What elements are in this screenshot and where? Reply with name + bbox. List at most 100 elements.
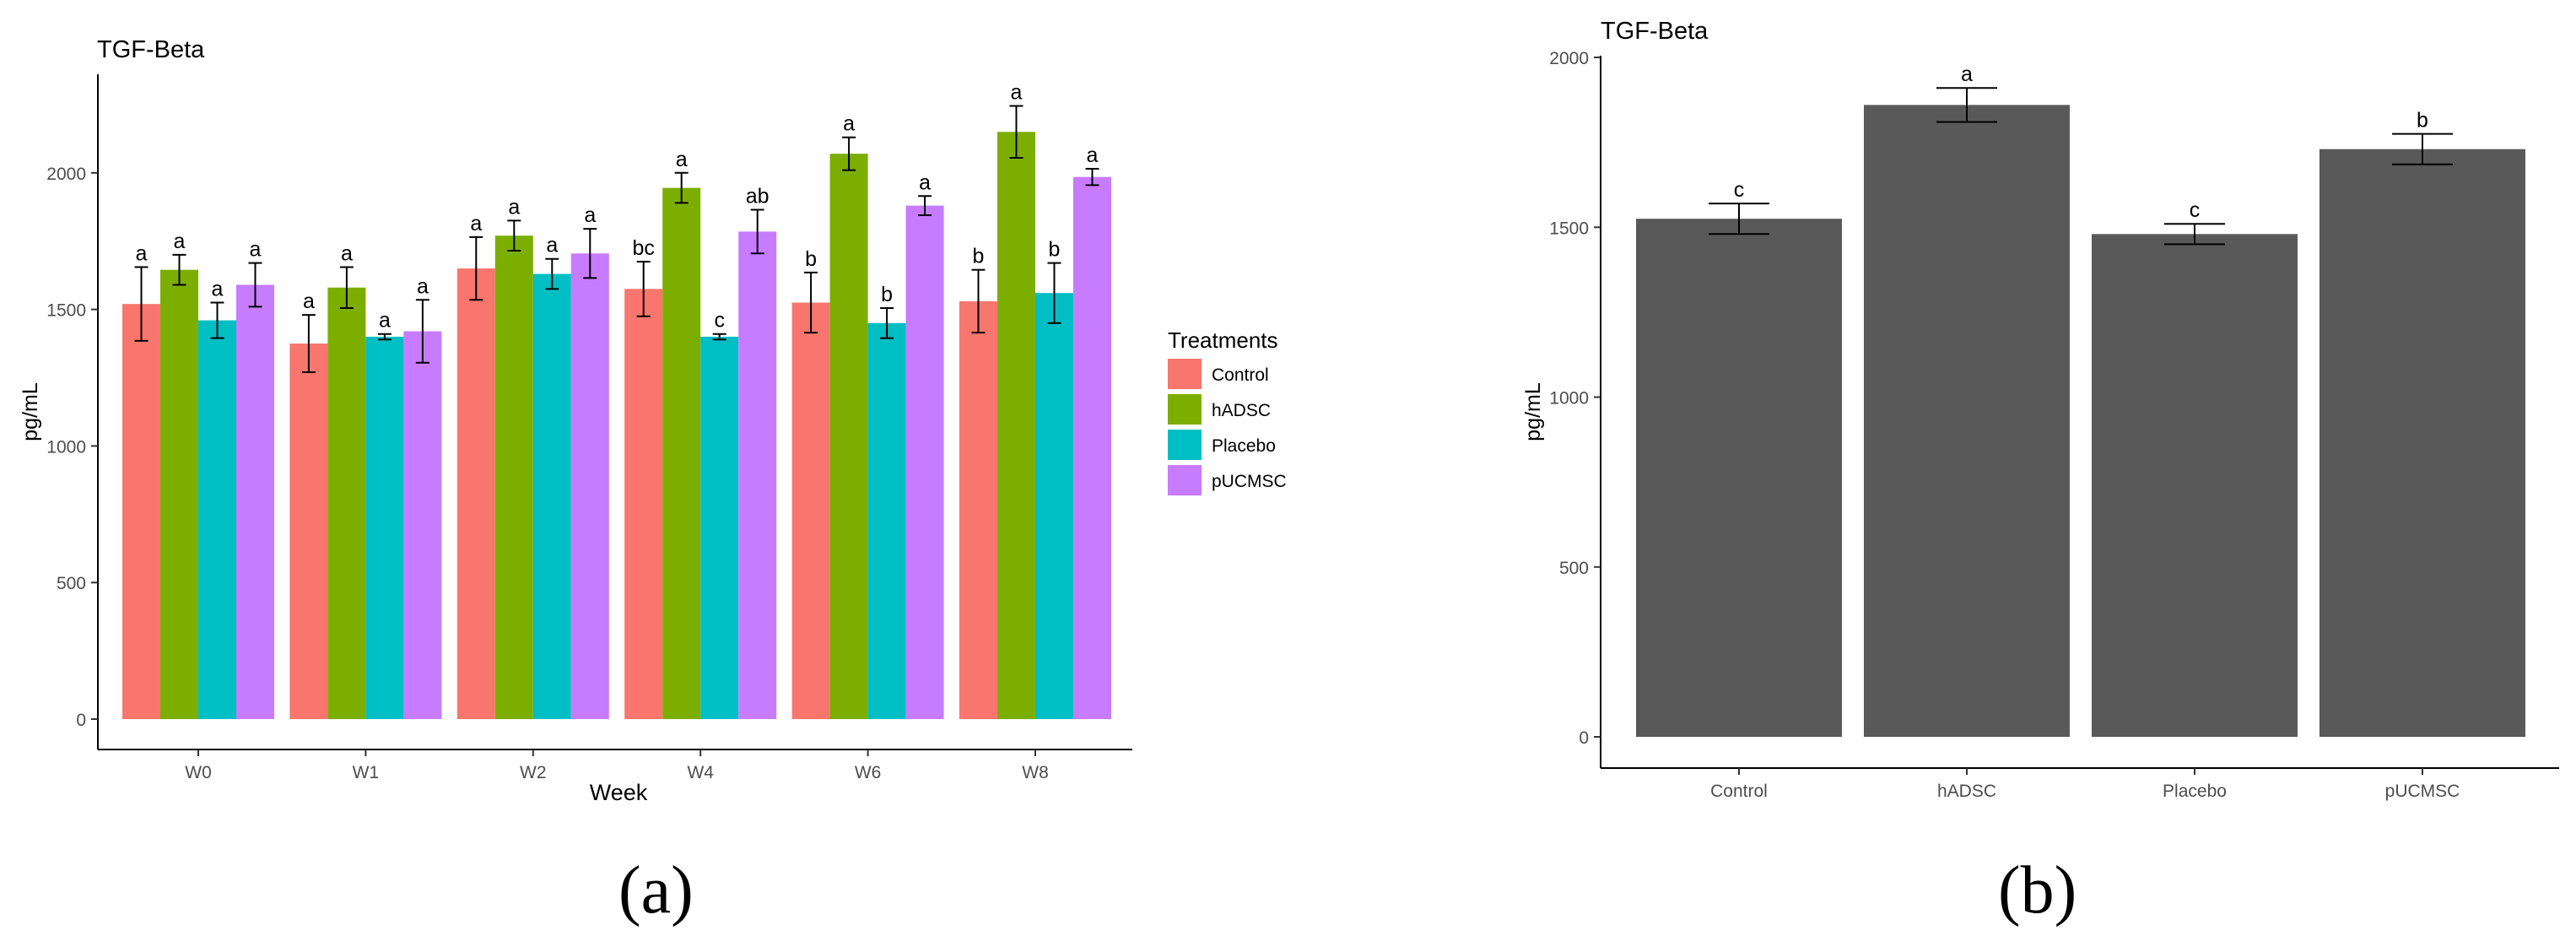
x-tick-label: W4: [687, 763, 714, 782]
bar: [570, 253, 609, 720]
significance-label: c: [714, 309, 725, 333]
bar: [662, 187, 701, 719]
x-tick-label: W2: [520, 763, 547, 782]
significance-label: a: [303, 290, 315, 313]
bar: [1073, 176, 1111, 720]
chart-a-bars: [122, 132, 1111, 720]
significance-label: bc: [632, 236, 654, 260]
bar: [624, 289, 663, 719]
bar: [738, 231, 777, 719]
bar: [160, 269, 198, 720]
legend-swatch: [1168, 359, 1202, 389]
chart-b-x-ticks: Control hADSC Placebo pUCMSC: [1710, 768, 2460, 801]
y-tick-label: 1000: [46, 437, 86, 457]
y-tick-label: 1500: [1549, 219, 1589, 238]
significance-label: a: [676, 148, 688, 171]
legend-swatch: [1168, 394, 1202, 425]
chart-a-title: TGF-Beta: [97, 36, 205, 63]
y-tick-label: 500: [57, 574, 86, 593]
legend-item-label: Control: [1212, 365, 1269, 385]
significance-label: b: [805, 247, 817, 271]
y-tick-label: 1000: [1549, 389, 1589, 409]
panel-label-b: (b): [1998, 853, 2077, 928]
chart-b: TGF-Beta pg/mL 0 500 1000 1500 2000 Control h…: [1521, 18, 2559, 801]
x-tick-label: Control: [1710, 782, 1768, 801]
significance-label: a: [843, 112, 855, 136]
significance-label: a: [1961, 62, 1973, 86]
bar: [1636, 219, 1842, 737]
bar: [829, 154, 868, 719]
chart-a-x-label: Week: [590, 780, 648, 805]
legend-item-label: hADSC: [1212, 401, 1271, 420]
y-tick-label: 2000: [46, 165, 86, 184]
chart-b-title: TGF-Beta: [1601, 18, 1709, 45]
x-tick-label: hADSC: [1937, 782, 1996, 801]
bar: [327, 287, 366, 719]
significance-label: b: [1049, 238, 1061, 262]
bar: [365, 336, 404, 719]
significance-label: a: [584, 203, 596, 227]
bar: [289, 344, 328, 719]
bar: [2092, 234, 2298, 737]
bar: [494, 235, 533, 719]
significance-label: a: [174, 230, 186, 253]
bar: [700, 336, 739, 719]
significance-label: a: [417, 274, 429, 298]
legend-swatch: [1168, 465, 1202, 495]
significance-label: a: [470, 212, 482, 235]
significance-label: c: [1734, 178, 1745, 202]
significance-label: a: [136, 241, 148, 265]
x-tick-label: Placebo: [2163, 782, 2227, 801]
y-tick-label: 0: [1579, 728, 1589, 748]
bar: [236, 284, 274, 719]
chart-a-y-label: pg/mL: [19, 382, 42, 441]
significance-label: a: [212, 278, 224, 301]
bar: [867, 322, 906, 719]
chart-b-y-ticks: 0 500 1000 1500 2000: [1549, 49, 1601, 748]
x-tick-label: pUCMSC: [2385, 782, 2460, 801]
significance-label: a: [379, 309, 391, 333]
significance-label: a: [341, 241, 353, 265]
chart-a-error-bars: [134, 105, 1099, 374]
y-tick-label: 500: [1559, 559, 1589, 578]
chart-a-x-ticks: W0 W1 W2 W4 W6 W8: [185, 749, 1049, 782]
bar: [456, 268, 495, 719]
significance-label: a: [1087, 143, 1099, 167]
bar: [1864, 105, 2070, 738]
significance-label: a: [546, 234, 558, 257]
bar: [198, 320, 236, 719]
x-tick-label: W1: [353, 763, 380, 782]
legend-swatch: [1168, 430, 1202, 460]
bar: [2319, 149, 2525, 738]
bar: [1035, 293, 1073, 719]
significance-label: b: [973, 245, 985, 268]
bar: [905, 205, 944, 719]
bar: [122, 304, 160, 719]
significance-label: c: [2190, 198, 2201, 222]
chart-a-y-ticks: 0 500 1000 1500 2000: [46, 165, 98, 730]
y-tick-label: 1500: [46, 301, 86, 321]
bar: [532, 273, 571, 720]
y-tick-label: 2000: [1549, 49, 1589, 68]
x-tick-label: W0: [185, 763, 212, 782]
legend-item-label: pUCMSC: [1212, 472, 1287, 491]
bar: [959, 300, 997, 719]
legend-item-label: Placebo: [1212, 436, 1276, 456]
chart-b-y-label: pg/mL: [1521, 382, 1545, 441]
chart-b-bars: [1636, 105, 2525, 738]
legend-title: Treatments: [1168, 327, 1278, 353]
chart-a-legend: Treatments Control hADSC Placebo pUCMSC: [1168, 327, 1287, 495]
bar: [997, 132, 1035, 719]
x-tick-label: W8: [1022, 763, 1049, 782]
y-tick-label: 0: [76, 711, 86, 730]
chart-b-significance-labels: c a c b: [1734, 62, 2428, 222]
significance-label: a: [919, 170, 931, 194]
bar: [791, 302, 830, 719]
x-tick-label: W6: [855, 763, 882, 782]
significance-label: ab: [746, 184, 770, 208]
significance-label: a: [1011, 81, 1023, 105]
chart-b-error-bars: [1709, 87, 2453, 246]
